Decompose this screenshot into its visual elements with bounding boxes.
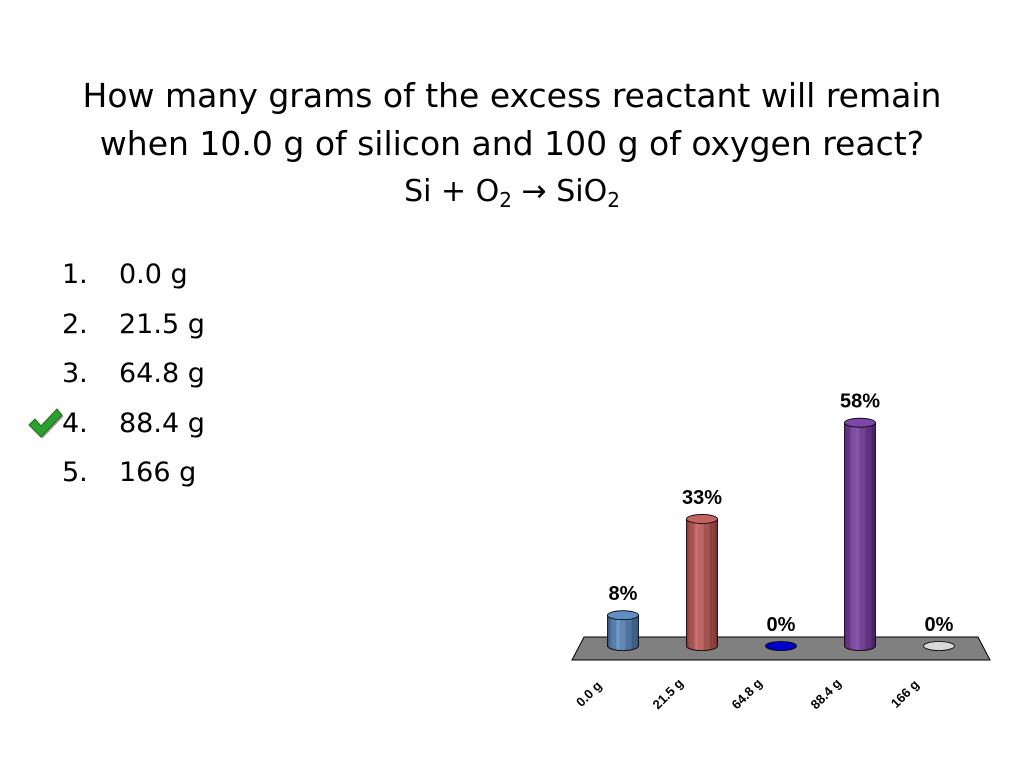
question-line-1: How many grams of the excess reactant wi… [82,76,942,115]
chart-category-label: 0.0 g [573,678,605,710]
chart-bar-top [607,610,639,621]
answer-number: 2. [62,308,88,340]
answer-text: 21.5 g [119,308,205,340]
chart-value-label: 0% [767,614,796,636]
answer-option-2: 2. 21.5 g [62,300,205,350]
answer-number: 3. [62,358,88,389]
answer-number: 5. [62,457,88,488]
reaction-equation: Si + O2 → SiO2 [0,168,1024,216]
answer-text: 166 g [119,457,197,488]
chart-bar [686,514,718,651]
chart-bar-top [686,514,718,524]
equation-reactants: Si + O [404,174,500,209]
chart-bar-stripes [686,518,718,651]
answer-option-4: 4. 88.4 g [28,399,205,449]
chart-bar-stripes [607,615,639,651]
chart-bar-top [923,641,955,651]
chart-category-label: 166 g [888,677,922,711]
answer-list: 1. 0.0 g 2. 21.5 g 3. 64.8 g 4. 88.4 g 5. 166… [28,250,205,498]
chart-category-label: 21.5 g [649,675,686,712]
answer-option-5: 5. 166 g [62,448,205,498]
chart-category-label: 88.4 g [807,675,844,712]
chart-bar [923,641,955,651]
answer-number: 1. [62,259,88,290]
question-title: How many grams of the excess reactant wi… [0,72,1024,216]
chart-bar [765,641,797,651]
chart-value-label: 58% [840,391,880,413]
chart-bar-top [844,417,876,428]
answer-option-1: 1. 0.0 g [62,250,205,300]
equation-subscript-o2: 2 [499,188,512,212]
chart-bar [607,610,639,651]
chart-value-label: 8% [609,583,638,605]
chart-value-label: 33% [682,487,722,509]
answer-text: 64.8 g [119,358,205,389]
answer-text: 88.4 g [119,407,205,439]
chart-bar-stripes [844,422,876,651]
answer-option-3: 3. 64.8 g [62,349,205,399]
equation-product: → SiO [512,174,608,209]
question-line-2: when 10.0 g of silicon and 100 g of oxyg… [99,124,925,163]
chart-category-label: 64.8 g [728,675,765,712]
answer-number: 4. [62,407,88,439]
equation-subscript-sio2: 2 [607,188,620,212]
answer-text: 0.0 g [119,259,188,290]
chart-value-label: 0% [925,614,954,636]
chart-bar-top [765,641,797,651]
checkmark-icon [28,407,64,438]
chart-bar [844,417,876,651]
